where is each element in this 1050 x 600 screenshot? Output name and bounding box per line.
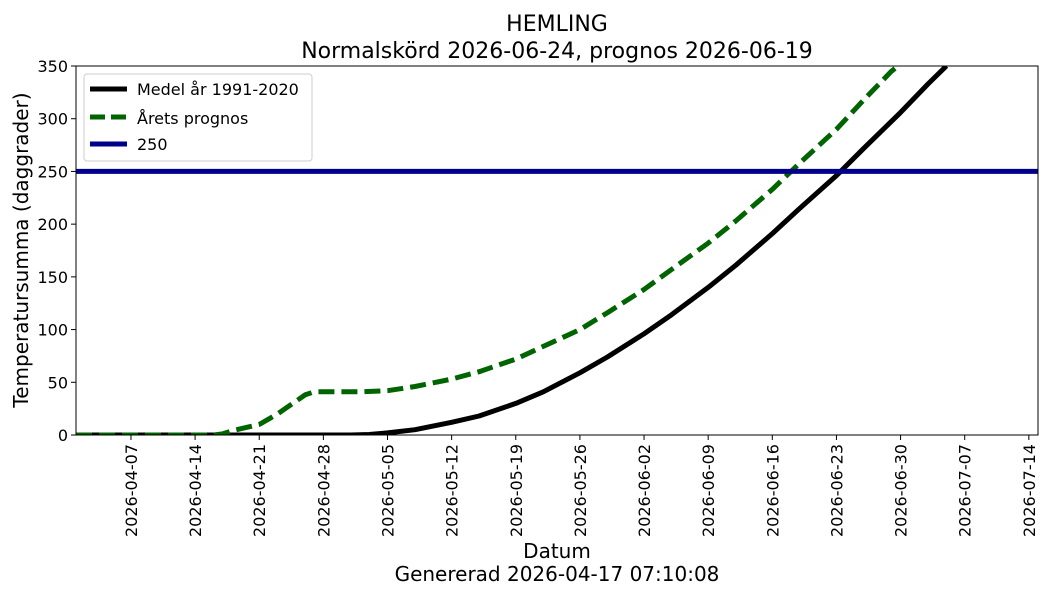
legend-box xyxy=(83,73,313,162)
x-tick-label: 2026-07-07 xyxy=(956,444,975,537)
x-tick-label: 2026-07-14 xyxy=(1020,444,1039,537)
x-tick-label: 2026-05-05 xyxy=(379,444,398,537)
y-tick-label: 100 xyxy=(37,321,68,340)
y-tick-label: 150 xyxy=(37,268,68,287)
legend-label-mean: Medel år 1991-2020 xyxy=(137,80,299,99)
x-tick-label: 2026-04-07 xyxy=(122,444,141,537)
y-tick-label: 350 xyxy=(37,57,68,76)
x-tick-label: 2026-06-09 xyxy=(699,444,718,537)
x-axis: 2026-04-07 2026-04-14 2026-04-21 2026-04-28… xyxy=(122,435,1039,537)
x-tick-label: 2026-04-21 xyxy=(250,444,269,537)
chart-title: HEMLING xyxy=(506,12,608,37)
x-tick-label: 2026-06-23 xyxy=(827,444,846,537)
chart-subtitle: Normalskörd 2026-06-24, prognos 2026-06-… xyxy=(301,39,813,64)
series-line-forecast xyxy=(76,66,902,435)
y-tick-label: 50 xyxy=(48,373,68,392)
legend-label-forecast: Årets prognos xyxy=(137,109,248,128)
x-axis-label: Datum xyxy=(523,539,591,563)
x-tick-label: 2026-05-19 xyxy=(507,444,526,537)
plot-frame xyxy=(75,65,1039,436)
legend-label-threshold: 250 xyxy=(137,135,168,154)
x-tick-label: 2026-05-26 xyxy=(571,444,590,537)
x-tick-label: 2026-06-16 xyxy=(763,444,782,537)
x-tick-label: 2026-06-02 xyxy=(635,444,654,537)
y-axis: 0 50 100 150 200 250 300 350 xyxy=(37,57,76,445)
legend: Medel år 1991-2020 Årets prognos 250 xyxy=(83,73,313,162)
x-tick-label: 2026-06-30 xyxy=(892,444,911,537)
y-tick-label: 300 xyxy=(37,110,68,129)
y-tick-label: 200 xyxy=(37,215,68,234)
x-tick-label: 2026-04-14 xyxy=(186,444,205,537)
y-tick-label: 250 xyxy=(37,162,68,181)
footer-generated: Genererad 2026-04-17 07:10:08 xyxy=(395,562,720,586)
y-axis-label: Temperatursumma (daggrader) xyxy=(9,92,33,408)
x-tick-label: 2026-05-12 xyxy=(443,444,462,537)
x-tick-label: 2026-04-28 xyxy=(314,444,333,537)
y-tick-label: 0 xyxy=(58,426,68,445)
